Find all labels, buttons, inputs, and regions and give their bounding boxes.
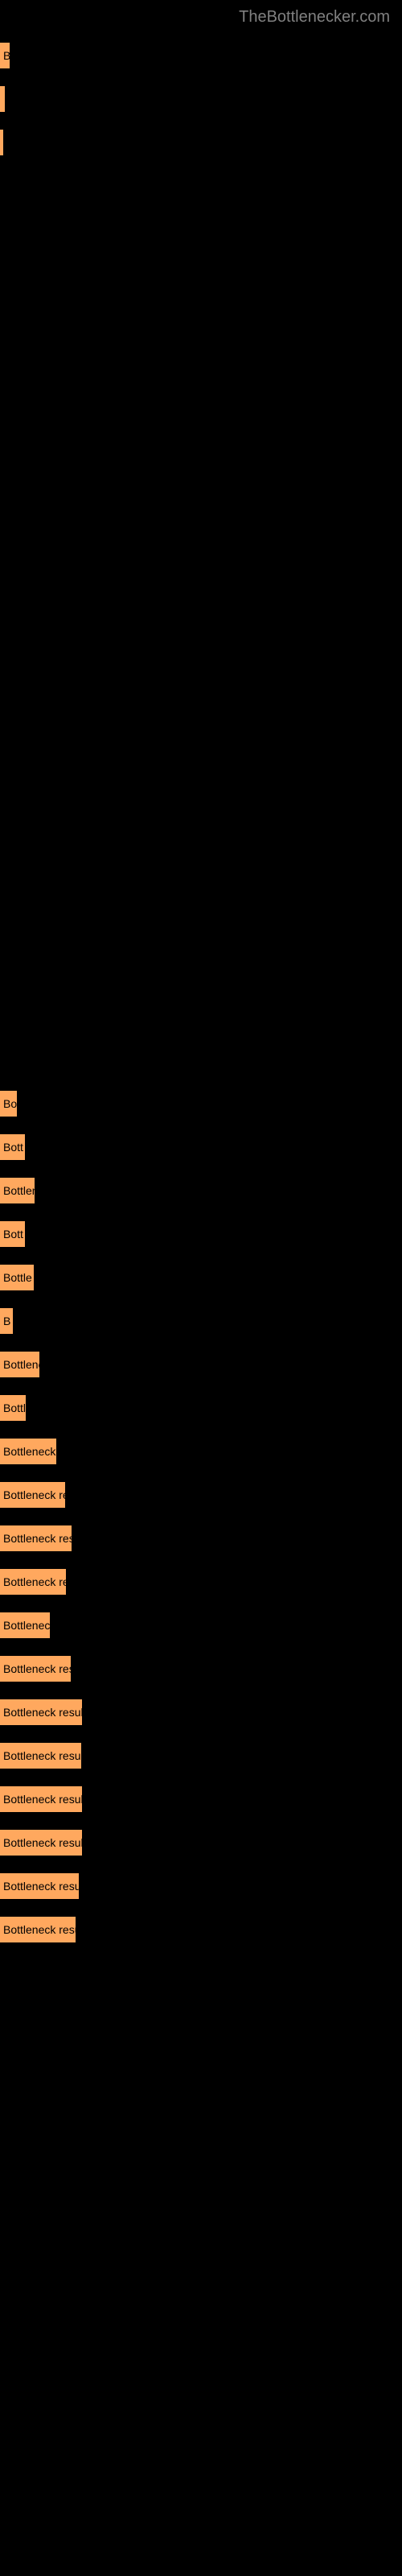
bar-row bbox=[0, 130, 402, 165]
bar-caption bbox=[0, 1942, 402, 1952]
bar-caption bbox=[0, 1160, 402, 1170]
bar-caption bbox=[0, 1377, 402, 1387]
bar-caption bbox=[0, 1421, 402, 1430]
bar: Bottleneck result bbox=[0, 1786, 82, 1812]
bar-row bbox=[0, 86, 402, 122]
bar-row: Bottleneck bbox=[0, 1612, 402, 1648]
bar: Bott bbox=[0, 1134, 25, 1160]
bar-caption bbox=[0, 1899, 402, 1909]
bar: B bbox=[0, 1308, 13, 1334]
bar-row: Bottleneck resu bbox=[0, 1656, 402, 1691]
bar-text: Bottleneck result bbox=[3, 1749, 81, 1762]
bar: Bottleneck r bbox=[0, 1439, 56, 1464]
bar-text: Bottleneck resu bbox=[3, 1662, 71, 1675]
bar-text: B bbox=[3, 49, 10, 62]
bar-row: Bottl bbox=[0, 1395, 402, 1430]
bar-caption bbox=[0, 1769, 402, 1778]
bar-row: B bbox=[0, 1308, 402, 1344]
bar-row: Bott bbox=[0, 1221, 402, 1257]
bar: Bottleneck resul bbox=[0, 1917, 76, 1942]
bar bbox=[0, 86, 5, 112]
bar-caption bbox=[0, 1638, 402, 1648]
bar-text: Bott bbox=[3, 1141, 23, 1154]
bar: Bott bbox=[0, 1221, 25, 1247]
bar-row: Bottleneck result bbox=[0, 1873, 402, 1909]
bar-caption bbox=[0, 1508, 402, 1517]
bar-row: Bottleneck result bbox=[0, 1830, 402, 1865]
bar: Bottleneck result bbox=[0, 1830, 82, 1856]
bar-row: Bottleneck res bbox=[0, 1569, 402, 1604]
bar: Bottleneck resu bbox=[0, 1525, 72, 1551]
bar-row: Bottleneck resu bbox=[0, 1525, 402, 1561]
bar-text: Bottleneck re bbox=[3, 1488, 65, 1501]
bar-caption bbox=[0, 1203, 402, 1213]
bar-caption bbox=[0, 1117, 402, 1126]
bar-row: Bo bbox=[0, 1091, 402, 1126]
bar: Bottle bbox=[0, 1265, 34, 1290]
bar-caption bbox=[0, 1595, 402, 1604]
bar: Bottleneck result bbox=[0, 1743, 81, 1769]
bar-text: B bbox=[3, 1315, 10, 1327]
bar: Bottleneck bbox=[0, 1612, 50, 1638]
bar: B bbox=[0, 43, 10, 68]
bar-row: Bottlen bbox=[0, 1178, 402, 1213]
bar-text: Bottle bbox=[3, 1271, 32, 1284]
bar-text: Bottleneck result bbox=[3, 1793, 82, 1806]
bar-row: Bottle bbox=[0, 1265, 402, 1300]
bar: Bottleneck res bbox=[0, 1569, 66, 1595]
bar-row: Bottleneck result bbox=[0, 1786, 402, 1822]
site-header: TheBottlenecker.com bbox=[0, 0, 402, 35]
bar: Bottleneck re bbox=[0, 1482, 65, 1508]
bar-text: Bottleneck resu bbox=[3, 1532, 72, 1545]
chart-gap bbox=[0, 173, 402, 1091]
bar-text: Bott bbox=[3, 1228, 23, 1241]
bar-row: Bottleneck re bbox=[0, 1482, 402, 1517]
bar: Bottleneck resu bbox=[0, 1656, 71, 1682]
bar-row: Bottleneck resul bbox=[0, 1917, 402, 1952]
bar: Bottleneck result bbox=[0, 1873, 79, 1899]
bar-text: Bottleneck bbox=[3, 1619, 50, 1632]
bar-row: Bottleneck r bbox=[0, 1439, 402, 1474]
bar-caption bbox=[0, 1464, 402, 1474]
bar-row: Bottlene bbox=[0, 1352, 402, 1387]
bar-text: Bottleneck result bbox=[3, 1880, 79, 1893]
bar-caption bbox=[0, 1682, 402, 1691]
bar-text: Bottleneck resul bbox=[3, 1923, 76, 1936]
bar-text: Bottlene bbox=[3, 1358, 39, 1371]
bar-caption bbox=[0, 68, 402, 78]
bar: Bottleneck result bbox=[0, 1699, 82, 1725]
bar: Bottl bbox=[0, 1395, 26, 1421]
bar-row: Bottleneck result bbox=[0, 1699, 402, 1735]
bar-caption bbox=[0, 1551, 402, 1561]
bar-caption bbox=[0, 1812, 402, 1822]
bar-text: Bottl bbox=[3, 1402, 26, 1414]
bar-caption bbox=[0, 112, 402, 122]
bar bbox=[0, 130, 3, 155]
bar-chart: B Bo Bott Bottlen Bott Bottle B Bottlene Bottl Bo… bbox=[0, 35, 402, 1976]
bar-caption bbox=[0, 1290, 402, 1300]
bar-text: Bo bbox=[3, 1097, 17, 1110]
bar-text: Bottleneck result bbox=[3, 1836, 82, 1849]
bar-text: Bottleneck res bbox=[3, 1575, 66, 1588]
bar-row: Bott bbox=[0, 1134, 402, 1170]
bar-row: B bbox=[0, 43, 402, 78]
bar: Bottlene bbox=[0, 1352, 39, 1377]
bars-container: B Bo Bott Bottlen Bott Bottle B Bottlene Bottl Bo… bbox=[0, 43, 402, 1952]
bar-caption bbox=[0, 1725, 402, 1735]
bar-text: Bottleneck r bbox=[3, 1445, 56, 1458]
bar: Bottlen bbox=[0, 1178, 35, 1203]
bar-text: Bottleneck result bbox=[3, 1706, 82, 1719]
bar-row: Bottleneck result bbox=[0, 1743, 402, 1778]
bar: Bo bbox=[0, 1091, 17, 1117]
bar-caption bbox=[0, 155, 402, 165]
bar-caption bbox=[0, 1856, 402, 1865]
bar-caption bbox=[0, 1247, 402, 1257]
bar-text: Bottlen bbox=[3, 1184, 35, 1197]
bar-caption bbox=[0, 1334, 402, 1344]
